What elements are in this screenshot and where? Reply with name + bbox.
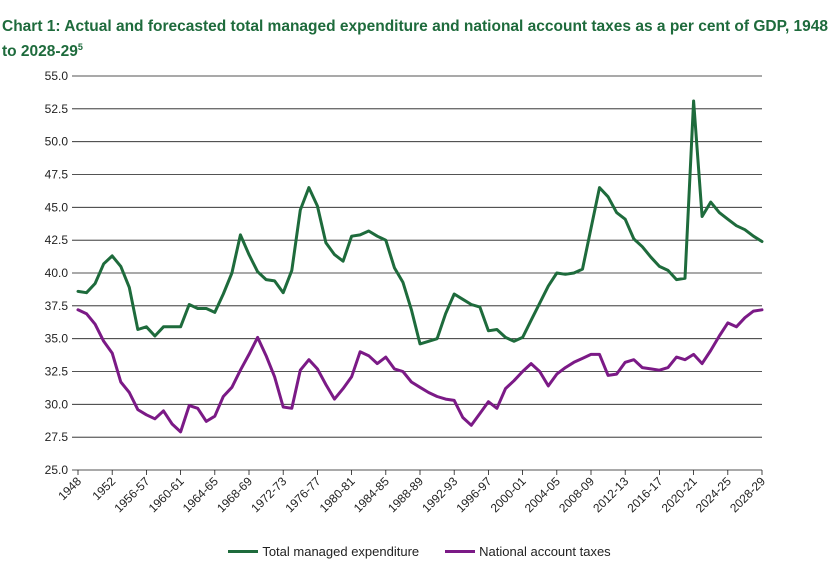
chart-title: Chart 1: Actual and forecasted total man… <box>2 16 832 62</box>
chart-title-text: Chart 1: Actual and forecasted total man… <box>2 18 829 61</box>
y-tick-label: 35.0 <box>45 332 69 346</box>
x-tick-label: 1976-77 <box>282 474 323 515</box>
y-tick-label: 52.5 <box>45 102 69 116</box>
legend-swatch-total-managed-expenditure <box>228 550 259 553</box>
y-tick-label: 30.0 <box>45 397 69 411</box>
x-tick-label: 1988-89 <box>385 474 426 515</box>
y-tick-label: 42.5 <box>45 233 69 247</box>
series-line-national-account-taxes <box>76 308 764 434</box>
y-tick-label: 32.5 <box>45 365 69 379</box>
x-tick-label: 2024-25 <box>693 474 734 515</box>
x-tick-label: 1948 <box>55 474 84 503</box>
x-axis-ticks: 1948 19521956-571960-611964-651968-691972… <box>55 474 768 515</box>
y-tick-label: 50.0 <box>45 135 69 149</box>
x-tick-label: 2028-29 <box>727 474 768 515</box>
grid-lines <box>72 75 762 471</box>
x-tick-label: 1956-57 <box>111 474 152 515</box>
x-tick-label: 2000-01 <box>488 474 529 515</box>
legend-swatch-national-account-taxes <box>445 550 476 553</box>
legend-item-total-managed-expenditure: Total managed expenditure <box>228 544 419 559</box>
y-axis-ticks: 25.0 27.5 30.0 32.5 35.0 37.5 40.0 42.5 45.0 47.5… <box>45 69 69 477</box>
x-tick-label: 1972-73 <box>248 474 289 515</box>
y-tick-label: 55.0 <box>45 69 69 83</box>
footnote-marker: 5 <box>77 42 83 52</box>
y-tick-label: 27.5 <box>45 430 69 444</box>
x-tick-label: 2020-21 <box>659 474 700 515</box>
y-tick-label: 47.5 <box>45 168 69 182</box>
legend: Total managed expenditure National accou… <box>0 544 839 559</box>
x-tick-label: 2008-09 <box>556 474 597 515</box>
y-tick-label: 37.5 <box>45 299 69 313</box>
y-tick-label: 25.0 <box>45 463 69 477</box>
y-tick-label: 45.0 <box>45 200 69 214</box>
x-tick-label: 1984-85 <box>351 474 392 515</box>
x-tick-label: 2012-13 <box>590 474 631 515</box>
legend-label-total-managed-expenditure: Total managed expenditure <box>262 544 420 559</box>
x-tick-label: 1992-93 <box>419 474 460 515</box>
x-tick-label: 1960-61 <box>146 474 187 515</box>
legend-label-national-account-taxes: National account taxes <box>479 544 611 559</box>
x-tick-label: 1968-69 <box>214 474 255 515</box>
x-tick-label: 2016-17 <box>624 474 665 515</box>
x-tick-label: 1964-65 <box>180 474 221 515</box>
x-tick-label: 2004-05 <box>522 474 563 515</box>
y-tick-label: 40.0 <box>45 266 69 280</box>
series-lines <box>76 99 764 434</box>
series-line-total-managed-expenditure <box>76 99 764 346</box>
legend-item-national-account-taxes: National account taxes <box>445 544 611 559</box>
x-tick-label: 1996-97 <box>453 474 494 515</box>
x-tick-label: 1952 <box>90 474 119 503</box>
x-axis <box>77 470 763 475</box>
x-tick-label: 1980-81 <box>317 474 358 515</box>
